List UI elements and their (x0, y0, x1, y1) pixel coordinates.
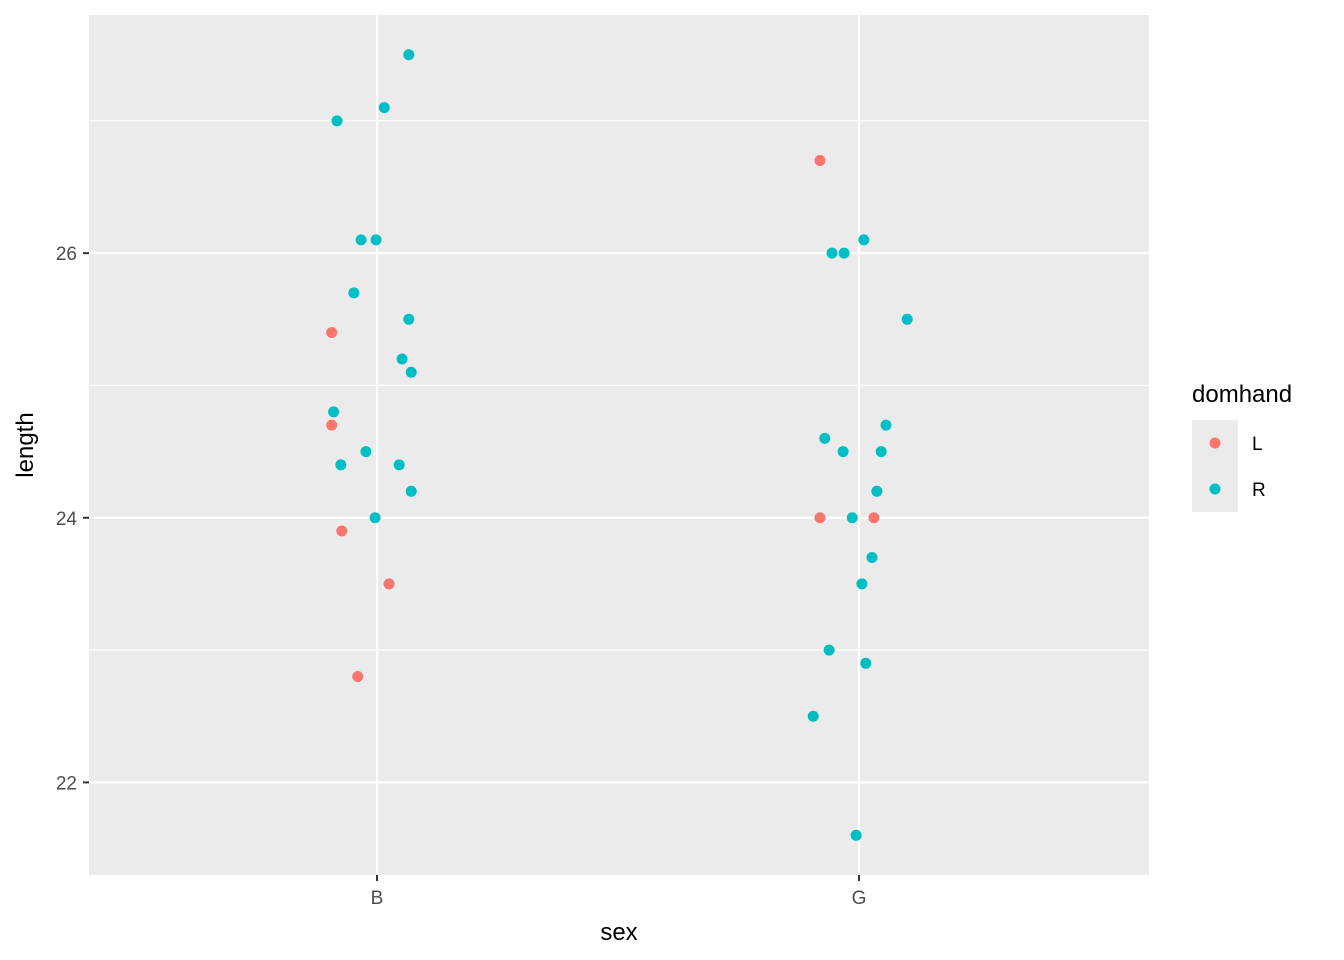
plot-panel (89, 15, 1149, 875)
data-point-r (396, 353, 408, 365)
data-points (326, 49, 913, 841)
grid-minor (89, 120, 1149, 651)
grid-major (89, 15, 1149, 875)
data-point-r (860, 657, 872, 669)
data-point-r (378, 102, 390, 114)
data-point-l (814, 512, 826, 524)
legend-key-r (1209, 483, 1221, 495)
data-point-r (370, 234, 382, 246)
data-point-l (868, 512, 880, 524)
data-point-l (352, 671, 364, 683)
y-axis-title: length (12, 412, 39, 477)
y-axis: 22 24 26 (56, 244, 89, 794)
data-point-l (336, 525, 348, 537)
x-axis-title: sex (600, 919, 637, 946)
data-point-r (405, 485, 417, 497)
data-point-r (856, 578, 868, 590)
data-point-r (335, 459, 347, 471)
data-point-r (403, 49, 415, 61)
data-point-r (393, 459, 405, 471)
data-point-r (875, 446, 887, 458)
data-point-l (326, 327, 338, 339)
data-point-l (814, 155, 826, 167)
legend-key-l (1209, 437, 1221, 449)
data-point-r (823, 644, 835, 656)
data-point-r (858, 234, 870, 246)
data-point-r (360, 446, 372, 458)
x-tick-label: G (852, 888, 867, 909)
data-point-r (348, 287, 360, 299)
data-point-r (355, 234, 367, 246)
data-point-r (837, 446, 849, 458)
data-point-l (326, 419, 338, 431)
data-point-l (383, 578, 395, 590)
y-tick-label: 24 (56, 509, 78, 530)
data-point-r (850, 829, 862, 841)
data-point-r (871, 485, 883, 497)
data-point-r (405, 366, 417, 378)
data-point-r (403, 313, 415, 325)
x-tick-label: B (371, 888, 384, 909)
legend-label-r: R (1252, 480, 1266, 501)
data-point-r (838, 247, 850, 259)
data-point-r (866, 551, 878, 563)
data-point-r (819, 432, 831, 444)
legend-title: domhand (1192, 381, 1292, 408)
legend: domhand L R (1192, 381, 1292, 512)
data-point-r (826, 247, 838, 259)
data-point-r (846, 512, 858, 524)
y-tick-label: 26 (56, 244, 77, 265)
data-point-r (901, 313, 913, 325)
data-point-r (807, 710, 819, 722)
data-point-r (331, 115, 343, 127)
legend-label-l: L (1252, 434, 1263, 455)
data-point-r (328, 406, 340, 418)
data-point-r (880, 419, 892, 431)
y-tick-label: 22 (56, 773, 77, 794)
data-point-r (369, 512, 381, 524)
